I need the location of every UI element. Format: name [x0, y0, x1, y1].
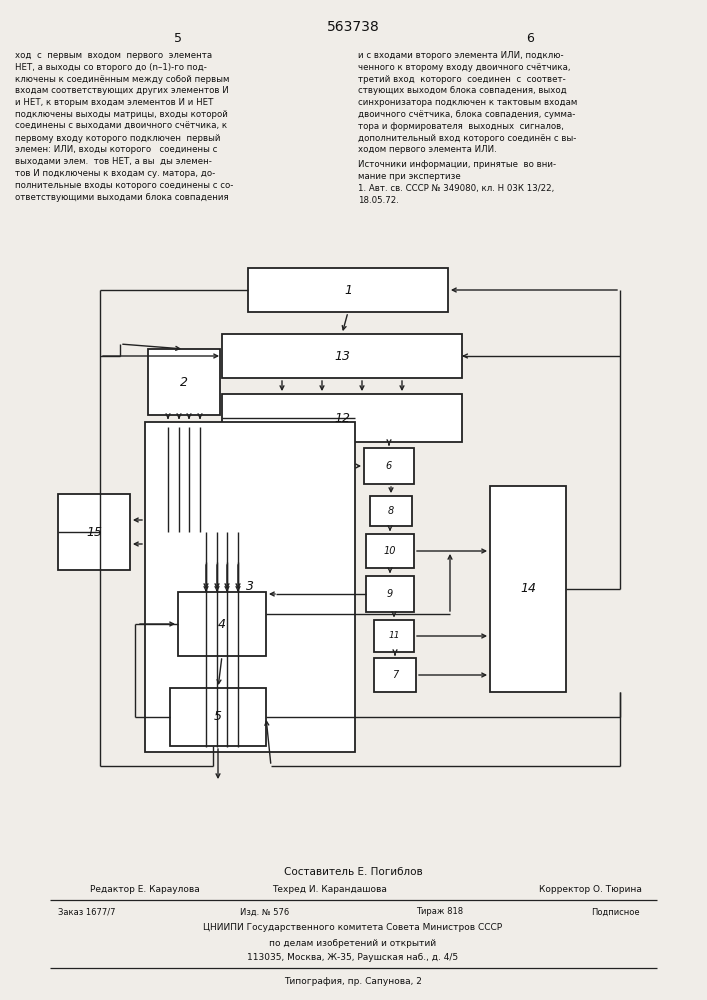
Bar [178, 592, 266, 656]
Text: Корректор О. Тюрина: Корректор О. Тюрина [539, 886, 641, 894]
Text: ответствующими выходами блока совпадения: ответствующими выходами блока совпадения [15, 193, 228, 202]
Text: 3: 3 [246, 580, 254, 593]
Text: Типография, пр. Сапунова, 2: Типография, пр. Сапунова, 2 [284, 978, 422, 986]
Bar [364, 448, 414, 484]
Text: подключены выходы матрицы, входы которой: подключены выходы матрицы, входы которой [15, 110, 228, 119]
Bar [374, 620, 414, 652]
Bar [248, 268, 448, 312]
Text: выходами элем.  тов НЕТ, а вы  ды элемен-: выходами элем. тов НЕТ, а вы ды элемен- [15, 157, 212, 166]
Text: 12: 12 [334, 412, 350, 424]
Text: ЦНИИПИ Государственного комитета Совета Министров СССР: ЦНИИПИ Государственного комитета Совета … [204, 924, 503, 932]
Text: 2: 2 [180, 375, 188, 388]
Text: НЕТ, а выходы со второго до (n–1)‐го под-: НЕТ, а выходы со второго до (n–1)‐го под… [15, 63, 207, 72]
Text: ход  с  первым  входом  первого  элемента: ход с первым входом первого элемента [15, 51, 212, 60]
Text: Подписное: Подписное [590, 908, 639, 916]
Text: Источники информации, принятые  во вни-: Источники информации, принятые во вни- [358, 160, 556, 169]
Text: полнительные входы которого соединены с со-: полнительные входы которого соединены с … [15, 181, 233, 190]
Bar [58, 494, 130, 570]
Text: ключены к соединённым между собой первым: ключены к соединённым между собой первым [15, 75, 230, 84]
Text: двоичного счётчика, блока совпадения, сумма-: двоичного счётчика, блока совпадения, су… [358, 110, 575, 119]
Text: 4: 4 [218, 617, 226, 631]
Bar [148, 349, 220, 415]
Text: 18.05.72.: 18.05.72. [358, 196, 399, 205]
Text: тора и формирователя  выходных  сигналов,: тора и формирователя выходных сигналов, [358, 122, 564, 131]
Bar [222, 394, 462, 442]
Bar [145, 422, 355, 752]
Text: ствующих выходом блока совпадения, выход: ствующих выходом блока совпадения, выход [358, 86, 567, 95]
Bar [170, 688, 266, 746]
Text: 7: 7 [392, 670, 398, 680]
Text: 5: 5 [174, 31, 182, 44]
Text: соединены с выходами двоичного счётчика, к: соединены с выходами двоичного счётчика,… [15, 122, 227, 131]
Text: элемен: ИЛИ, входы которого   соединены с: элемен: ИЛИ, входы которого соединены с [15, 145, 217, 154]
Text: ченного к второму входу двоичного счётчика,: ченного к второму входу двоичного счётчи… [358, 63, 571, 72]
Text: 14: 14 [520, 582, 536, 595]
Text: по делам изобретений и открытий: по делам изобретений и открытий [269, 938, 436, 948]
Text: и с входами второго элемента ИЛИ, подклю-: и с входами второго элемента ИЛИ, подклю… [358, 51, 563, 60]
Text: 9: 9 [387, 589, 393, 599]
Text: 113035, Москва, Ж-35, Раушская наб., д. 4/5: 113035, Москва, Ж-35, Раушская наб., д. … [247, 954, 459, 962]
Bar [374, 658, 416, 692]
Text: первому входу которого подключен  первый: первому входу которого подключен первый [15, 134, 221, 143]
Bar [366, 576, 414, 612]
Text: 8: 8 [388, 506, 394, 516]
Text: и НЕТ, к вторым входам элементов И и НЕТ: и НЕТ, к вторым входам элементов И и НЕТ [15, 98, 214, 107]
Bar [222, 334, 462, 378]
Bar [366, 534, 414, 568]
Text: 13: 13 [334, 350, 350, 362]
Text: 6: 6 [526, 31, 534, 44]
Text: Составитель Е. Погиблов: Составитель Е. Погиблов [284, 867, 422, 877]
Text: Заказ 1677/7: Заказ 1677/7 [58, 908, 115, 916]
Text: 15: 15 [86, 526, 102, 538]
Text: тов И подключены к входам су. матора, до-: тов И подключены к входам су. матора, до… [15, 169, 215, 178]
Text: Изд. № 576: Изд. № 576 [240, 908, 290, 916]
Text: входам соответствующих других элементов И: входам соответствующих других элементов … [15, 86, 229, 95]
Text: 11: 11 [388, 632, 399, 641]
Text: 1. Авт. св. СССР № 349080, кл. Н 03К 13/22,: 1. Авт. св. СССР № 349080, кл. Н 03К 13/… [358, 184, 554, 193]
Text: 5: 5 [214, 710, 222, 724]
Text: 563738: 563738 [327, 20, 380, 34]
Text: 6: 6 [386, 461, 392, 471]
Text: 10: 10 [384, 546, 396, 556]
Text: Техред И. Карандашова: Техред И. Карандашова [273, 886, 387, 894]
Bar [490, 486, 566, 692]
Text: синхронизатора подключен к тактовым входам: синхронизатора подключен к тактовым вход… [358, 98, 578, 107]
Text: Тираж 818: Тираж 818 [416, 908, 464, 916]
Text: дополнительный вход которого соединён с вы-: дополнительный вход которого соединён с … [358, 134, 576, 143]
Text: Редактор Е. Караулова: Редактор Е. Караулова [90, 886, 200, 894]
Text: ходом первого элемента ИЛИ.: ходом первого элемента ИЛИ. [358, 145, 497, 154]
Text: 1: 1 [344, 284, 352, 296]
Bar [370, 496, 412, 526]
Text: третий вход  которого  соединен  с  соответ-: третий вход которого соединен с соответ- [358, 75, 566, 84]
Text: мание при экспертизе: мание при экспертизе [358, 172, 461, 181]
